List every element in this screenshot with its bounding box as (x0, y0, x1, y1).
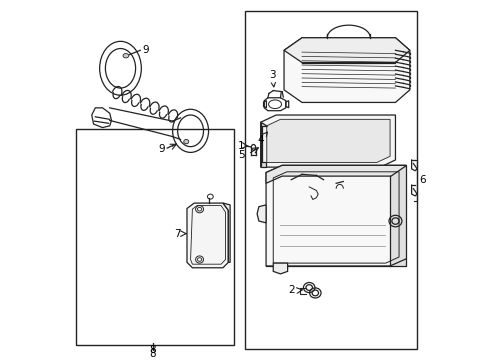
Polygon shape (257, 205, 265, 223)
Polygon shape (260, 115, 395, 167)
Polygon shape (265, 165, 406, 183)
Bar (244, 11, 416, 348)
Bar (76, 129, 233, 345)
Polygon shape (284, 38, 409, 103)
Text: 6: 6 (418, 175, 425, 185)
Text: 9: 9 (142, 45, 148, 55)
Text: 1: 1 (237, 140, 244, 150)
Text: 3: 3 (269, 71, 275, 87)
Polygon shape (186, 203, 228, 268)
Polygon shape (273, 263, 287, 274)
Text: 7: 7 (174, 229, 180, 239)
Polygon shape (284, 38, 409, 63)
Text: 9: 9 (159, 144, 165, 154)
Polygon shape (389, 165, 406, 266)
Text: 8: 8 (149, 349, 156, 359)
Text: 4: 4 (257, 132, 267, 145)
Polygon shape (260, 122, 266, 167)
Text: 8: 8 (149, 346, 156, 355)
Ellipse shape (123, 54, 128, 58)
Text: 5: 5 (237, 150, 244, 160)
Ellipse shape (183, 139, 188, 144)
Polygon shape (265, 165, 406, 266)
Text: 2: 2 (287, 285, 294, 296)
Polygon shape (223, 203, 230, 262)
Polygon shape (266, 119, 389, 162)
